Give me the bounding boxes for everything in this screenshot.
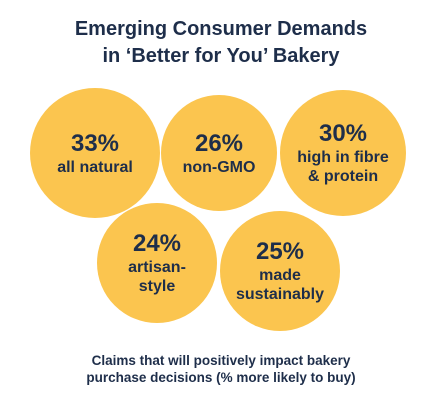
bubble-value: 25% [255,238,305,265]
bubble-label: made sustainably [235,267,325,303]
bubble-high-in-fibre-protein: 30% high in fibre & protein [280,90,406,216]
bubble-label: all natural [57,158,133,176]
caption-line-2: purchase decisions (% more likely to buy… [86,370,356,385]
chart-title-line-1: Emerging Consumer Demands [74,18,368,40]
bubble-value: 30% [318,120,368,147]
bubble-made-sustainably: 25% made sustainably [220,211,340,331]
bubble-label: artisan- style [128,259,186,295]
caption-line-1: Claims that will positively impact baker… [91,353,351,368]
bubble-label: non-GMO [182,158,256,176]
bubble-value: 33% [70,129,120,157]
bubble-artisan-style: 24% artisan- style [97,203,217,323]
chart-title-line-2: in ‘Better for You’ Bakery [102,45,340,67]
bubble-all-natural: 33% all natural [30,88,160,218]
bubble-non-gmo: 26% non-GMO [161,95,277,211]
chart-caption: Claims that will positively impact baker… [0,352,442,386]
bubble-label: high in fibre & protein [297,149,389,185]
bubble-value: 26% [194,129,244,157]
chart-title: Emerging Consumer Demands in ‘Better for… [0,16,442,70]
bubble-value: 24% [132,230,182,257]
